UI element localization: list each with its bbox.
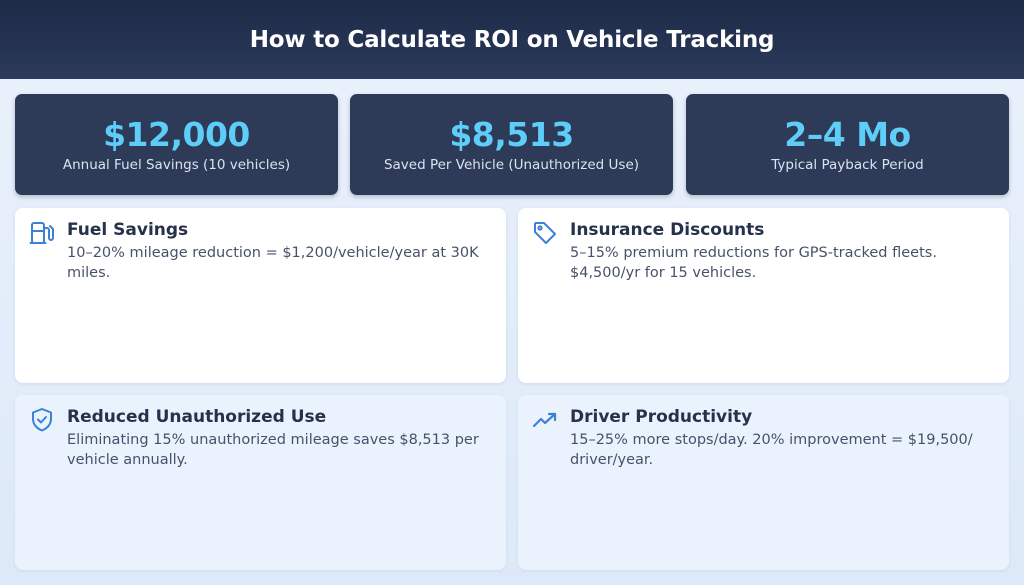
tag-icon (532, 220, 558, 246)
card-text: Eliminating 15% unauthorized mileage sav… (67, 432, 479, 468)
card-reduced-unauthorized-use: Reduced Unauthorized Use Eliminating 15%… (15, 395, 506, 570)
stat-label: Saved Per Vehicle (Unauthorized Use) (383, 157, 640, 173)
card-title: Driver Productivity (570, 407, 753, 427)
card-insurance-discounts: Insurance Discounts 5–15% premium reduct… (518, 208, 1009, 383)
stat-label: Annual Fuel Savings (10 vehicles) (62, 157, 291, 173)
page-title: How to Calculate ROI on Vehicle Tracking (249, 26, 775, 53)
card-fuel-savings: Fuel Savings 10–20% mileage reduction = … (15, 208, 506, 383)
stat-value: $12,000 (103, 115, 250, 154)
stat-label: Typical Payback Period (771, 157, 924, 173)
stat-card-per-vehicle: $8,513 Saved Per Vehicle (Unauthorized U… (350, 94, 673, 195)
stat-value: 2–4 Mo (784, 115, 911, 154)
card-title: Fuel Savings (67, 220, 189, 240)
trending-up-icon (532, 407, 558, 433)
card-title: Reduced Unauthorized Use (67, 407, 327, 427)
shield-check-icon (29, 407, 55, 433)
page-header: How to Calculate ROI on Vehicle Tracking (0, 0, 1024, 79)
card-driver-productivity: Driver Productivity 15–25% more stops/da… (518, 395, 1009, 570)
card-title: Insurance Discounts (570, 220, 765, 240)
stat-card-payback: 2–4 Mo Typical Payback Period (686, 94, 1009, 195)
fuel-pump-icon (29, 220, 55, 246)
card-text: 5–15% premium reductions for GPS-tracked… (570, 245, 937, 281)
card-text: 10–20% mileage reduction = $1,200/vehicl… (67, 245, 479, 281)
stat-value: $8,513 (449, 115, 574, 154)
stat-card-fuel-savings: $12,000 Annual Fuel Savings (10 vehicles… (15, 94, 338, 195)
card-text: 15–25% more stops/day. 20% improvement =… (570, 432, 973, 468)
